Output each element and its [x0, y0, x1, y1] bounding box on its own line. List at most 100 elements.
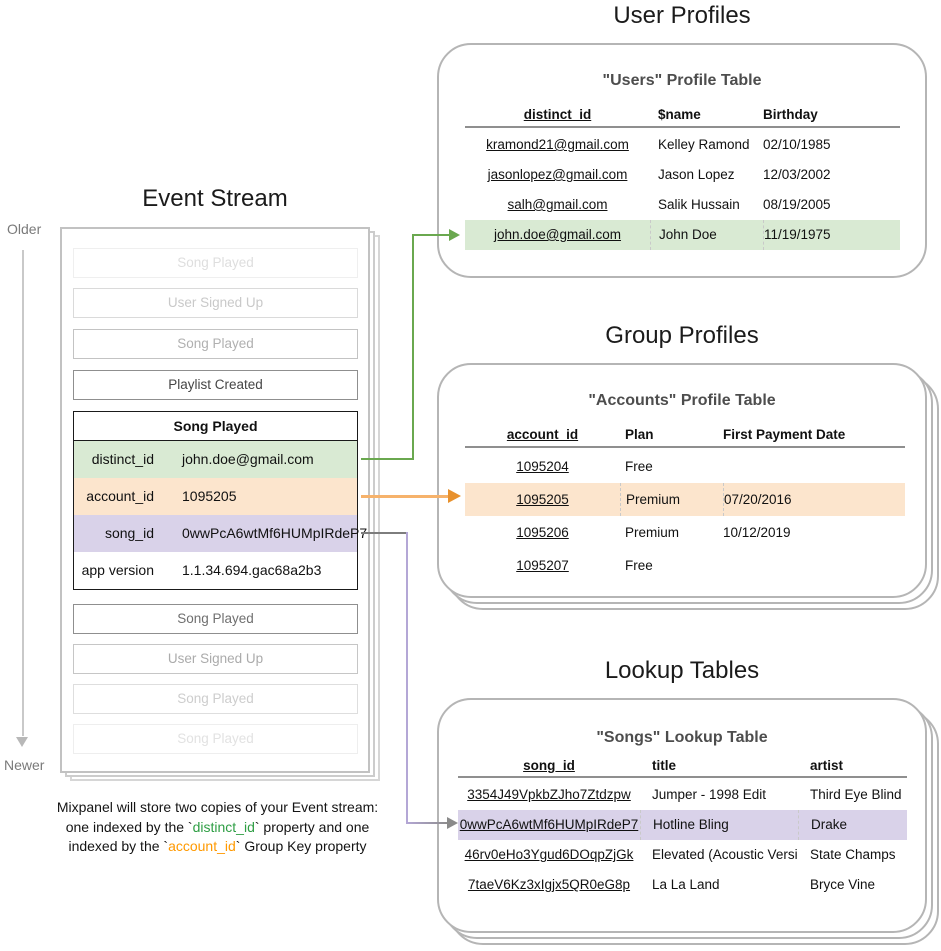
event-item: User Signed Up	[73, 644, 358, 674]
first-payment-cell	[723, 450, 905, 483]
accounts-table-title: "Accounts" Profile Table	[588, 392, 776, 409]
plan-cell: Free	[625, 558, 653, 573]
song-title-cell: Jumper - 1998 Edit	[652, 787, 767, 802]
property-key: distinct_id	[91, 450, 154, 467]
expanded-event-card: Song Played distinct_id john.doe@gmail.c…	[73, 411, 367, 590]
plan-cell: Free	[625, 459, 653, 474]
event-item: Song Played	[73, 684, 358, 714]
distinct-id-cell: salh@gmail.com	[507, 197, 608, 212]
column-header: title	[652, 758, 677, 773]
birthday-cell: 08/19/2005	[763, 197, 831, 212]
event-item: Song Played	[73, 604, 358, 634]
table-row: jasonlopez@gmail.com Jason Lopez 12/03/2…	[465, 160, 900, 190]
first-payment-cell	[723, 549, 905, 582]
song-id-cell: 0wwPcA6wtMf6HUMpIRdeP7	[459, 817, 639, 832]
timeline-newer-label: Newer	[4, 757, 45, 773]
song-title-cell: Hotline Bling	[640, 810, 798, 840]
account-id-cell: 1095207	[516, 558, 569, 573]
account-id-cell: 1095204	[516, 459, 569, 474]
expanded-event-title: Song Played	[74, 412, 357, 441]
distinct-id-cell: kramond21@gmail.com	[486, 137, 629, 152]
property-key: app version	[81, 561, 154, 578]
column-header: Plan	[625, 427, 654, 442]
users-table-header: distinct_id $name Birthday	[465, 104, 900, 126]
account-id-cell: 1095206	[516, 525, 569, 540]
table-header-separator	[465, 446, 905, 448]
song-id-cell: 3354J49VpkbZJho7Ztdzpw	[467, 787, 631, 802]
property-value: 1095205	[182, 487, 237, 504]
property-value: john.doe@gmail.com	[182, 450, 314, 467]
distinct-id-cell: john.doe@gmail.com	[493, 227, 622, 242]
event-property-song-id: song_id 0wwPcA6wtMf6HUMpIRdeP7	[74, 514, 367, 552]
caption-line1: Mixpanel will store two copies of your E…	[56, 799, 379, 815]
distinct-id-connector	[412, 234, 414, 460]
column-header: account_id	[506, 427, 579, 442]
event-item: Song Played	[73, 724, 358, 754]
distinct-id-code: distinct_id	[192, 818, 255, 835]
timeline-older-label: Older	[7, 221, 42, 237]
name-cell: Jason Lopez	[658, 167, 735, 182]
event-property-distinct-id: distinct_id john.doe@gmail.com	[74, 440, 357, 478]
user-profiles-title: User Profiles	[613, 2, 751, 29]
song-id-arrow-icon	[447, 817, 458, 829]
songs-table-title: "Songs" Lookup Table	[596, 729, 768, 746]
property-value: 0wwPcA6wtMf6HUMpIRdeP7	[182, 524, 368, 541]
table-row-highlighted: john.doe@gmail.com John Doe 11/19/1975	[465, 220, 900, 250]
diagram-caption: Mixpanel will store two copies of your E…	[25, 798, 410, 857]
table-header-separator	[465, 126, 900, 128]
song-title-cell: Elevated (Acoustic Version)	[652, 847, 798, 862]
birthday-cell: 12/03/2002	[763, 167, 831, 182]
distinct-id-arrow-icon	[449, 229, 460, 241]
name-cell: Kelley Ramond	[658, 137, 750, 152]
table-row-highlighted: 1095205 Premium 07/20/2016	[465, 483, 905, 516]
first-payment-cell: 07/20/2016	[723, 483, 905, 516]
table-row: salh@gmail.com Salik Hussain 08/19/2005	[465, 190, 900, 220]
column-header: First Payment Date	[723, 427, 846, 442]
birthday-cell: 11/19/1975	[763, 220, 900, 250]
first-payment-cell: 10/12/2019	[723, 525, 791, 540]
distinct-id-connector	[412, 234, 450, 236]
account-id-code: account_id	[168, 838, 236, 854]
table-row-highlighted: 0wwPcA6wtMf6HUMpIRdeP7 Hotline Bling Dra…	[458, 810, 907, 840]
song-id-cell: 7taeV6Kz3xIgjx5QR0eG8p	[467, 877, 631, 892]
event-item: User Signed Up	[73, 288, 358, 318]
group-profiles-title: Group Profiles	[605, 322, 759, 349]
plan-cell: Premium	[620, 483, 723, 516]
table-row: kramond21@gmail.com Kelley Ramond 02/10/…	[465, 130, 900, 160]
song-title-cell: La La Land	[652, 877, 720, 892]
table-row: 1095207 Free	[465, 549, 905, 582]
table-row: 7taeV6Kz3xIgjx5QR0eG8p La La Land Bryce …	[458, 870, 907, 900]
caption-line3: indexed by the `account_id` Group Key pr…	[68, 838, 367, 854]
table-row: 1095206 Premium 10/12/2019	[465, 516, 905, 549]
event-item: Song Played	[73, 248, 358, 278]
event-property-app-version: app version 1.1.34.694.gac68a2b3	[74, 552, 357, 589]
artist-cell: Drake	[798, 810, 907, 840]
table-row: 3354J49VpkbZJho7Ztdzpw Jumper - 1998 Edi…	[458, 780, 907, 810]
artist-cell: Bryce Vine	[810, 877, 876, 892]
name-cell: Salik Hussain	[658, 197, 740, 212]
timeline-arrow-down-icon	[16, 737, 28, 747]
table-row: 1095204 Free	[465, 450, 905, 483]
caption-line2: one indexed by the `distinct_id` propert…	[65, 818, 370, 835]
song-id-cell: 46rv0eHo3Ygud6DOqpZjGk	[464, 847, 634, 862]
table-header-separator	[458, 776, 907, 778]
timeline-line	[22, 250, 24, 736]
plan-cell: Premium	[625, 525, 680, 540]
accounts-profile-card	[437, 363, 927, 598]
birthday-cell: 02/10/1985	[763, 137, 831, 152]
distinct-id-connector	[361, 458, 414, 460]
column-header: artist	[810, 758, 844, 773]
song-id-connector	[406, 822, 447, 824]
songs-table-header: song_id title artist	[458, 756, 907, 776]
property-key: song_id	[104, 524, 154, 541]
song-id-connector	[406, 532, 408, 824]
event-property-account-id: account_id 1095205	[74, 477, 357, 515]
distinct-id-cell: jasonlopez@gmail.com	[487, 167, 628, 182]
property-key: account_id	[86, 487, 154, 504]
name-cell: John Doe	[650, 220, 763, 250]
event-item: Playlist Created	[73, 370, 358, 400]
account-id-connector	[361, 495, 449, 498]
artist-cell: Third Eye Blind	[810, 787, 902, 802]
property-value: 1.1.34.694.gac68a2b3	[182, 561, 322, 578]
